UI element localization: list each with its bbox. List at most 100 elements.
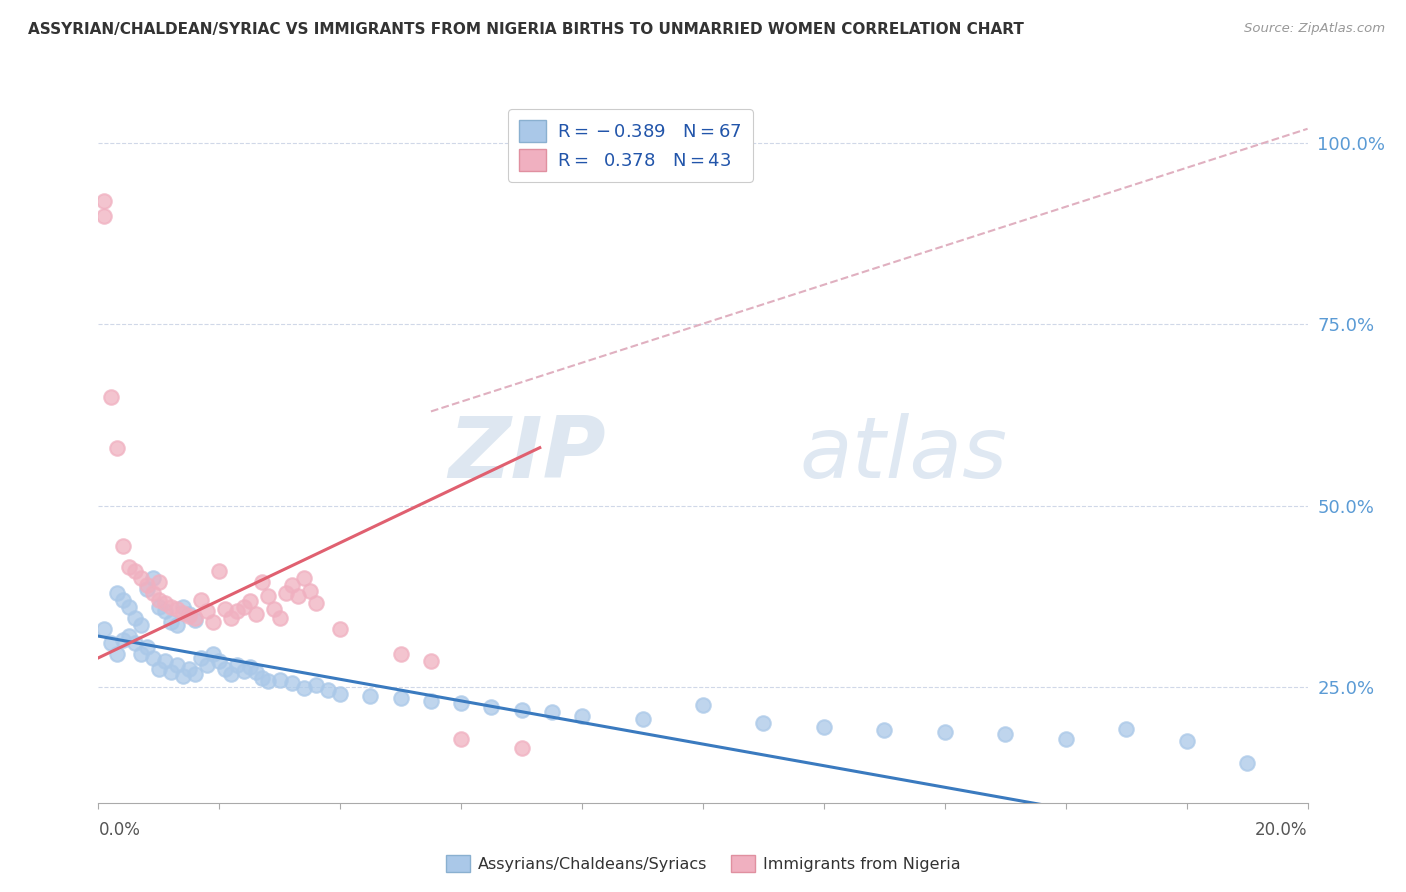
Point xyxy=(208,564,231,578)
Point xyxy=(316,683,339,698)
Point xyxy=(184,611,207,625)
Point xyxy=(450,731,472,746)
Point xyxy=(571,708,593,723)
Point xyxy=(281,578,304,592)
Point xyxy=(166,658,188,673)
Point xyxy=(994,727,1017,741)
Point xyxy=(153,597,176,611)
Point xyxy=(135,578,157,592)
Point xyxy=(360,689,382,703)
Point xyxy=(221,666,243,681)
Point xyxy=(329,622,352,636)
Text: Source: ZipAtlas.com: Source: ZipAtlas.com xyxy=(1244,22,1385,36)
Point xyxy=(129,618,152,632)
Point xyxy=(389,690,412,705)
Point xyxy=(226,658,249,673)
Point xyxy=(239,594,262,608)
Point xyxy=(93,194,115,209)
Point xyxy=(166,601,188,615)
Point xyxy=(129,647,152,661)
Point xyxy=(190,651,212,665)
Point xyxy=(142,571,165,585)
Point xyxy=(202,647,225,661)
Point xyxy=(269,673,291,687)
Point xyxy=(214,662,236,676)
Point xyxy=(292,681,315,696)
Point xyxy=(232,600,254,615)
Point xyxy=(179,607,201,622)
Point xyxy=(299,584,322,599)
Point xyxy=(263,601,285,615)
Point xyxy=(105,585,128,599)
Point xyxy=(329,687,352,701)
Point xyxy=(292,571,315,585)
Point xyxy=(389,647,412,661)
Point xyxy=(148,662,170,676)
Point xyxy=(226,604,249,618)
Point xyxy=(250,574,273,589)
Point xyxy=(166,618,188,632)
Point xyxy=(93,209,115,223)
Point xyxy=(305,597,328,611)
Point xyxy=(124,564,146,578)
Point xyxy=(118,600,141,615)
Point xyxy=(153,655,176,669)
Text: ZIP: ZIP xyxy=(449,413,606,497)
Point xyxy=(105,647,128,661)
Point xyxy=(148,574,170,589)
Point xyxy=(450,696,472,710)
Point xyxy=(118,629,141,643)
Point xyxy=(184,666,207,681)
Point xyxy=(184,613,207,627)
Point xyxy=(934,724,956,739)
Text: ASSYRIAN/CHALDEAN/SYRIAC VS IMMIGRANTS FROM NIGERIA BIRTHS TO UNMARRIED WOMEN CO: ASSYRIAN/CHALDEAN/SYRIAC VS IMMIGRANTS F… xyxy=(28,22,1024,37)
Point xyxy=(142,585,165,599)
Point xyxy=(873,723,896,738)
Point xyxy=(208,655,231,669)
Point xyxy=(111,592,134,607)
Point xyxy=(256,589,278,603)
Point xyxy=(269,611,291,625)
Point xyxy=(281,676,304,690)
Point xyxy=(631,713,654,727)
Text: atlas: atlas xyxy=(800,413,1008,497)
Point xyxy=(135,582,157,596)
Point xyxy=(1054,731,1077,746)
Point xyxy=(160,600,183,615)
Point xyxy=(481,700,503,714)
Legend: Assyrians/Chaldeans/Syriacs, Immigrants from Nigeria: Assyrians/Chaldeans/Syriacs, Immigrants … xyxy=(439,849,967,879)
Point xyxy=(692,698,714,712)
Point xyxy=(274,585,297,599)
Point xyxy=(420,694,443,708)
Point xyxy=(245,607,267,622)
Point xyxy=(160,615,183,629)
Point xyxy=(179,608,201,623)
Point xyxy=(172,600,194,615)
Point xyxy=(100,636,122,650)
Point xyxy=(129,571,152,585)
Point xyxy=(118,560,141,574)
Point xyxy=(190,592,212,607)
Point xyxy=(232,664,254,678)
Point xyxy=(160,665,183,680)
Point xyxy=(245,665,267,680)
Point xyxy=(813,720,835,734)
Point xyxy=(172,669,194,683)
Point xyxy=(287,589,309,603)
Point xyxy=(93,622,115,636)
Point xyxy=(100,390,122,404)
Point xyxy=(305,678,328,692)
Point xyxy=(214,601,236,615)
Point xyxy=(105,441,128,455)
Point xyxy=(221,611,243,625)
Text: 0.0%: 0.0% xyxy=(98,821,141,838)
Point xyxy=(202,615,225,629)
Point xyxy=(153,604,176,618)
Point xyxy=(135,640,157,654)
Point xyxy=(250,671,273,685)
Point xyxy=(540,705,562,719)
Point xyxy=(195,604,218,618)
Text: 20.0%: 20.0% xyxy=(1256,821,1308,838)
Point xyxy=(1236,756,1258,770)
Point xyxy=(142,651,165,665)
